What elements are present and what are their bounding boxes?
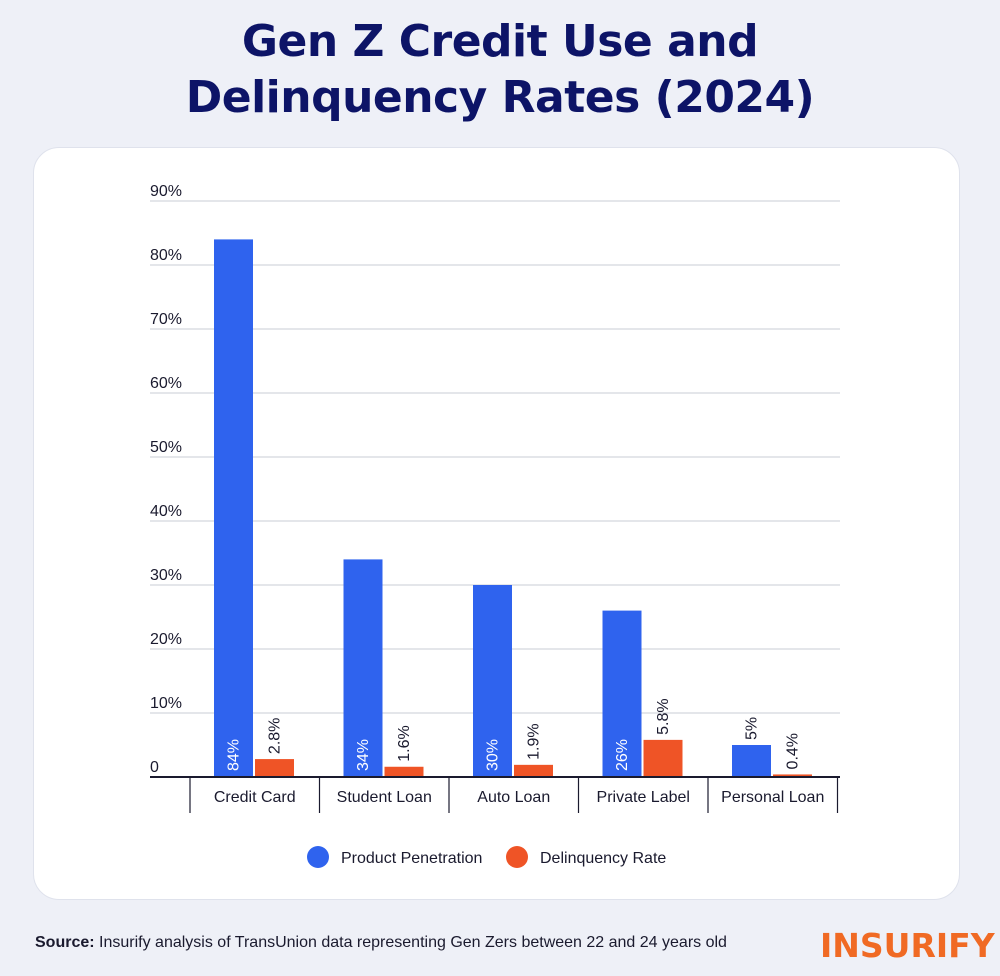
- bar-delinquency-rate: [514, 764, 553, 777]
- y-tick-label: 50%: [150, 439, 182, 456]
- y-tick-label: 90%: [150, 183, 182, 200]
- title-line-1: Gen Z Credit Use and: [241, 16, 759, 67]
- legend-swatch: [506, 846, 528, 868]
- y-tick-label: 0: [150, 759, 159, 776]
- bar-product-penetration: [602, 610, 642, 777]
- legend-swatch: [307, 846, 329, 868]
- data-label-delinquency-rate: 0.4%: [785, 733, 802, 769]
- y-tick-label: 60%: [150, 375, 182, 392]
- legend-label: Delinquency Rate: [540, 850, 666, 867]
- chart-title: Gen Z Credit Use and Delinquency Rates (…: [0, 14, 1000, 126]
- bar-delinquency-rate: [384, 766, 424, 777]
- bar-product-penetration: [732, 745, 771, 777]
- data-label-product-penetration: 5%: [744, 717, 761, 740]
- x-tick-label: Credit Card: [214, 789, 296, 806]
- data-label-delinquency-rate: 2.8%: [267, 718, 284, 754]
- source-label: Source:: [35, 934, 95, 951]
- y-tick-label: 20%: [150, 631, 182, 648]
- data-label-product-penetration: 34%: [355, 739, 372, 771]
- source-note: Source: Insurify analysis of TransUnion …: [35, 934, 727, 952]
- x-tick-label: Private Label: [597, 789, 690, 806]
- legend-label: Product Penetration: [341, 850, 482, 867]
- bar-product-penetration: [343, 559, 383, 777]
- insurify-logo: INSURIFY: [820, 926, 995, 965]
- title-line-2: Delinquency Rates (2024): [185, 72, 815, 123]
- data-label-product-penetration: 84%: [226, 739, 243, 771]
- bar-delinquency-rate: [773, 774, 812, 777]
- x-tick-label: Personal Loan: [721, 789, 824, 806]
- bar-delinquency-rate: [255, 759, 294, 777]
- y-tick-label: 10%: [150, 695, 182, 712]
- data-label-product-penetration: 30%: [485, 739, 502, 771]
- x-tick-label: Student Loan: [337, 789, 432, 806]
- data-label-delinquency-rate: 1.9%: [526, 723, 543, 759]
- bar-delinquency-rate: [643, 739, 683, 777]
- data-label-delinquency-rate: 5.8%: [655, 698, 672, 734]
- y-tick-label: 40%: [150, 503, 182, 520]
- data-label-delinquency-rate: 1.6%: [396, 725, 413, 761]
- bar-product-penetration: [214, 239, 253, 777]
- x-tick-label: Auto Loan: [477, 789, 550, 806]
- bar-product-penetration: [473, 585, 512, 777]
- y-tick-label: 80%: [150, 247, 182, 264]
- y-tick-label: 70%: [150, 311, 182, 328]
- source-text: Insurify analysis of TransUnion data rep…: [94, 934, 727, 951]
- data-label-product-penetration: 26%: [614, 739, 631, 771]
- y-tick-label: 30%: [150, 567, 182, 584]
